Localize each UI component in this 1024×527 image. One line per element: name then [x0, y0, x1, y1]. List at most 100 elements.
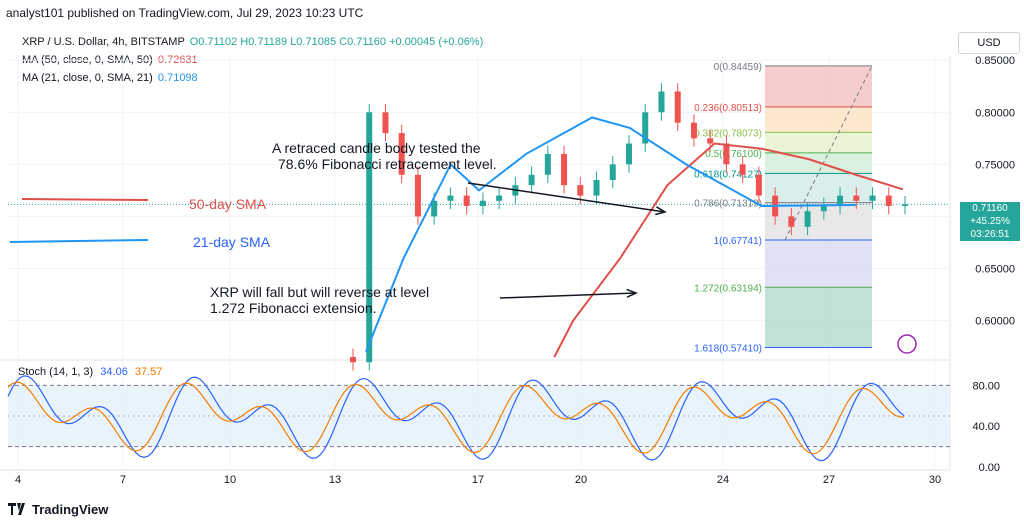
stoch-d-line: [7, 381, 905, 455]
candle-body: [414, 174, 421, 217]
currency-label: USD: [977, 37, 1001, 49]
fib-level-label: 1.272(0.63194): [694, 283, 762, 294]
legend-symbol-name: XRP / U.S. Dollar, 4h, BITSTAMP: [22, 36, 185, 48]
footer-brand-label: TradingView: [32, 502, 109, 517]
candle-body: [837, 195, 844, 206]
candle-body: [447, 195, 454, 201]
x-tick-label: 4: [15, 474, 21, 486]
x-tick-label: 24: [717, 474, 729, 486]
footer-brand[interactable]: TradingView: [8, 502, 108, 518]
x-tick-label: 20: [575, 474, 587, 486]
ma21-line: [365, 116, 856, 353]
candle-body: [804, 211, 811, 227]
annotation-fall-line1: XRP will fall but will reverse at level: [210, 284, 430, 300]
x-tick-label: 27: [823, 474, 835, 486]
fib-trend-line: [784, 65, 873, 241]
candle-body: [626, 143, 632, 165]
y-tick-label: 0.80000: [975, 107, 1015, 119]
candle-body: [544, 153, 551, 175]
sma50-legend-line: [21, 198, 149, 201]
fib-zone: [765, 106, 872, 133]
stoch-name: Stoch (14, 1, 3): [18, 366, 94, 378]
x-tick-label: 7: [120, 474, 126, 486]
indicator-icon: [897, 334, 917, 354]
fib-zone: [765, 132, 872, 153]
annotation-retrace-line1: A retraced candle body tested the: [272, 140, 481, 156]
candle-body: [739, 164, 746, 175]
fib-level-label: 0.236(0.80513): [694, 103, 762, 114]
ma50-line: [553, 142, 904, 358]
candle-body: [902, 204, 908, 206]
fib-level-label: 0.5(0.76100): [705, 149, 762, 160]
candle-body: [463, 195, 470, 206]
legend-symbol-row: XRP / U.S. Dollar, 4h, BITSTAMP O0.71102…: [22, 33, 483, 51]
sma21-label: 21-day SMA: [193, 234, 271, 250]
candle-body: [853, 195, 860, 201]
legend-ma21-name: MA (21, close, 0, SMA, 21): [22, 72, 153, 84]
legend-ma21-value: 0.71098: [157, 72, 198, 84]
price-label-change: +45.25%: [960, 215, 1020, 228]
y-tick-label: 0.75000: [975, 159, 1015, 171]
fib-zone: [765, 202, 872, 240]
candle-body: [577, 185, 584, 196]
candle-body: [350, 357, 356, 363]
candle-body: [642, 112, 649, 144]
stoch-k-value: 34.06: [100, 366, 128, 378]
stoch-d-value: 37.57: [134, 366, 163, 378]
candle-body: [885, 195, 892, 206]
candle-body: [755, 174, 762, 196]
publisher-header: analyst101 published on TradingView.com,…: [6, 6, 364, 20]
candle-body: [398, 133, 405, 175]
fall-arrow: [499, 292, 637, 299]
candle-body: [382, 112, 389, 134]
x-tick-label: 17: [472, 474, 484, 486]
annotation-fall: XRP will fall but will reverse at level …: [210, 284, 429, 316]
x-tick-label: 13: [329, 474, 341, 486]
currency-button[interactable]: USD: [958, 32, 1020, 54]
x-tick-label: 30: [929, 474, 941, 486]
candle-body: [788, 216, 795, 227]
y-tick-label: 0.60000: [975, 316, 1015, 328]
candle-body: [723, 143, 730, 165]
annotation-retrace-line2: 78.6% Fibonacci retracement level.: [278, 156, 497, 172]
candle-body: [707, 138, 714, 144]
sma21-legend-line: [9, 239, 149, 243]
fib-level-label: 1(0.67741): [714, 236, 762, 247]
fib-level-label: 0(0.84459): [714, 62, 762, 73]
stoch-tick-label: 80.00: [972, 380, 1000, 392]
fib-level-label: 0.618(0.74127): [694, 169, 762, 180]
candle-body: [431, 200, 438, 217]
candle-body: [366, 112, 373, 363]
candle-body: [528, 174, 535, 186]
tradingview-logo-icon: [8, 503, 28, 518]
candle-body: [561, 153, 568, 186]
fib-level-label: 1.618(0.57410): [694, 344, 762, 355]
candle-body: [479, 200, 486, 206]
y-tick-label: 0.65000: [975, 263, 1015, 275]
retrace-arrow-head: [655, 206, 667, 216]
stoch-tick-label: 40.00: [972, 421, 1000, 433]
candle-body: [690, 122, 697, 139]
price-label-countdown: 03:26:51: [960, 228, 1020, 241]
candle-body: [609, 164, 616, 180]
price-label-price: 0.71160: [960, 202, 1020, 215]
fib-zone: [765, 287, 872, 348]
fib-zone: [765, 239, 872, 288]
y-tick-label: 0.85000: [975, 55, 1015, 67]
stoch-tick-label: 0.00: [979, 462, 1000, 474]
candle-body: [869, 195, 876, 201]
stoch-k-line: [7, 375, 905, 462]
candle-body: [674, 91, 681, 123]
fall-arrow-head: [626, 288, 638, 298]
retrace-arrow: [467, 182, 666, 213]
legend-ma21-row: MA (21, close, 0, SMA, 21) 0.71098: [22, 69, 483, 87]
price-chart[interactable]: 4 7 10 13 17 20 24 27 30 0.85000 0.80000 0.75000 0.7…: [0, 0, 1024, 500]
stoch-legend: Stoch (14, 1, 3) 34.06 37.57: [18, 366, 162, 378]
fib-zone: [765, 65, 872, 107]
annotation-retrace: A retraced candle body tested the 78.6% …: [272, 140, 497, 172]
candle-body: [496, 195, 503, 201]
x-tick-label: 10: [224, 474, 236, 486]
sma50-label: 50-day SMA: [189, 196, 267, 212]
annotation-fall-line2: 1.272 Fibonacci extension.: [210, 300, 377, 316]
candle-body: [658, 91, 665, 113]
